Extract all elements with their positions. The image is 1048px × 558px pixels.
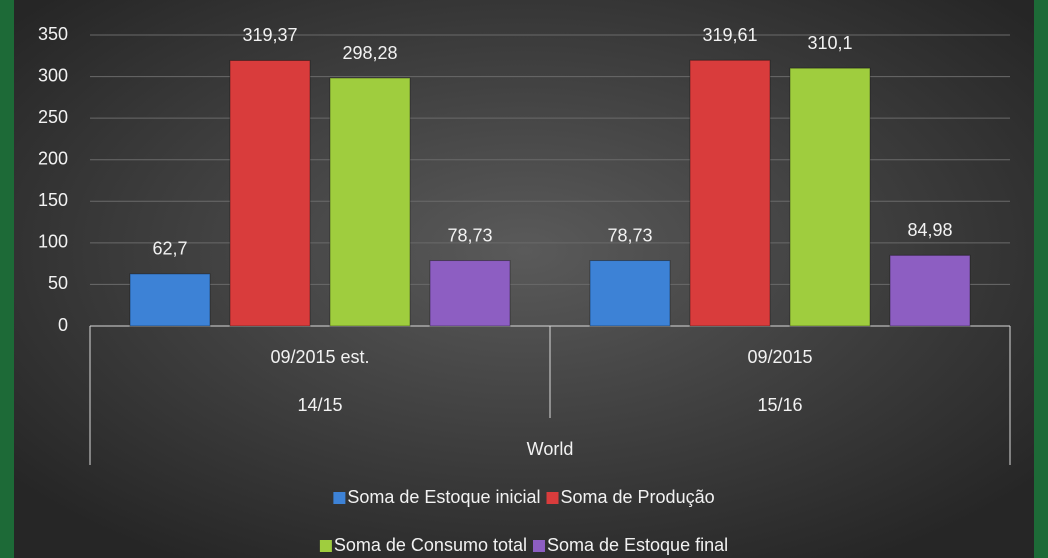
- x-group-label: World: [527, 439, 574, 459]
- legend-swatch: [319, 540, 332, 552]
- y-tick-label: 350: [38, 24, 68, 44]
- data-label: 84,98: [907, 220, 952, 240]
- bar: [129, 273, 211, 327]
- legend-swatch: [546, 492, 559, 504]
- data-label: 310,1: [807, 33, 852, 53]
- legend-label: Soma de Estoque inicial: [347, 487, 540, 507]
- y-tick-label: 50: [48, 273, 68, 293]
- bar: [889, 254, 971, 327]
- x-tick-label: 09/2015 est.: [270, 347, 369, 367]
- y-tick-label: 100: [38, 232, 68, 252]
- bar: [329, 77, 411, 327]
- legend-swatch: [532, 540, 545, 552]
- bar: [789, 67, 871, 327]
- data-label: 298,28: [342, 43, 397, 63]
- y-tick-label: 200: [38, 148, 68, 168]
- y-tick-label: 150: [38, 190, 68, 210]
- legend-label: Soma de Consumo total: [334, 535, 527, 555]
- x-subcategory-label: 14/15: [297, 395, 342, 415]
- bar: [589, 260, 671, 327]
- bar: [689, 59, 771, 327]
- data-label: 62,7: [152, 239, 187, 259]
- data-label: 78,73: [607, 225, 652, 245]
- legend-swatch: [333, 492, 346, 504]
- data-label: 78,73: [447, 225, 492, 245]
- data-label: 319,61: [702, 25, 757, 45]
- legend-label: Soma de Produção: [561, 487, 715, 507]
- y-tick-label: 300: [38, 65, 68, 85]
- y-tick-label: 250: [38, 107, 68, 127]
- x-tick-label: 09/2015: [747, 347, 812, 367]
- data-label: 319,37: [242, 25, 297, 45]
- bar: [429, 260, 511, 327]
- x-subcategory-label: 15/16: [757, 395, 802, 415]
- y-tick-label: 0: [58, 315, 68, 335]
- legend-label: Soma de Estoque final: [547, 535, 728, 555]
- bar: [229, 59, 311, 327]
